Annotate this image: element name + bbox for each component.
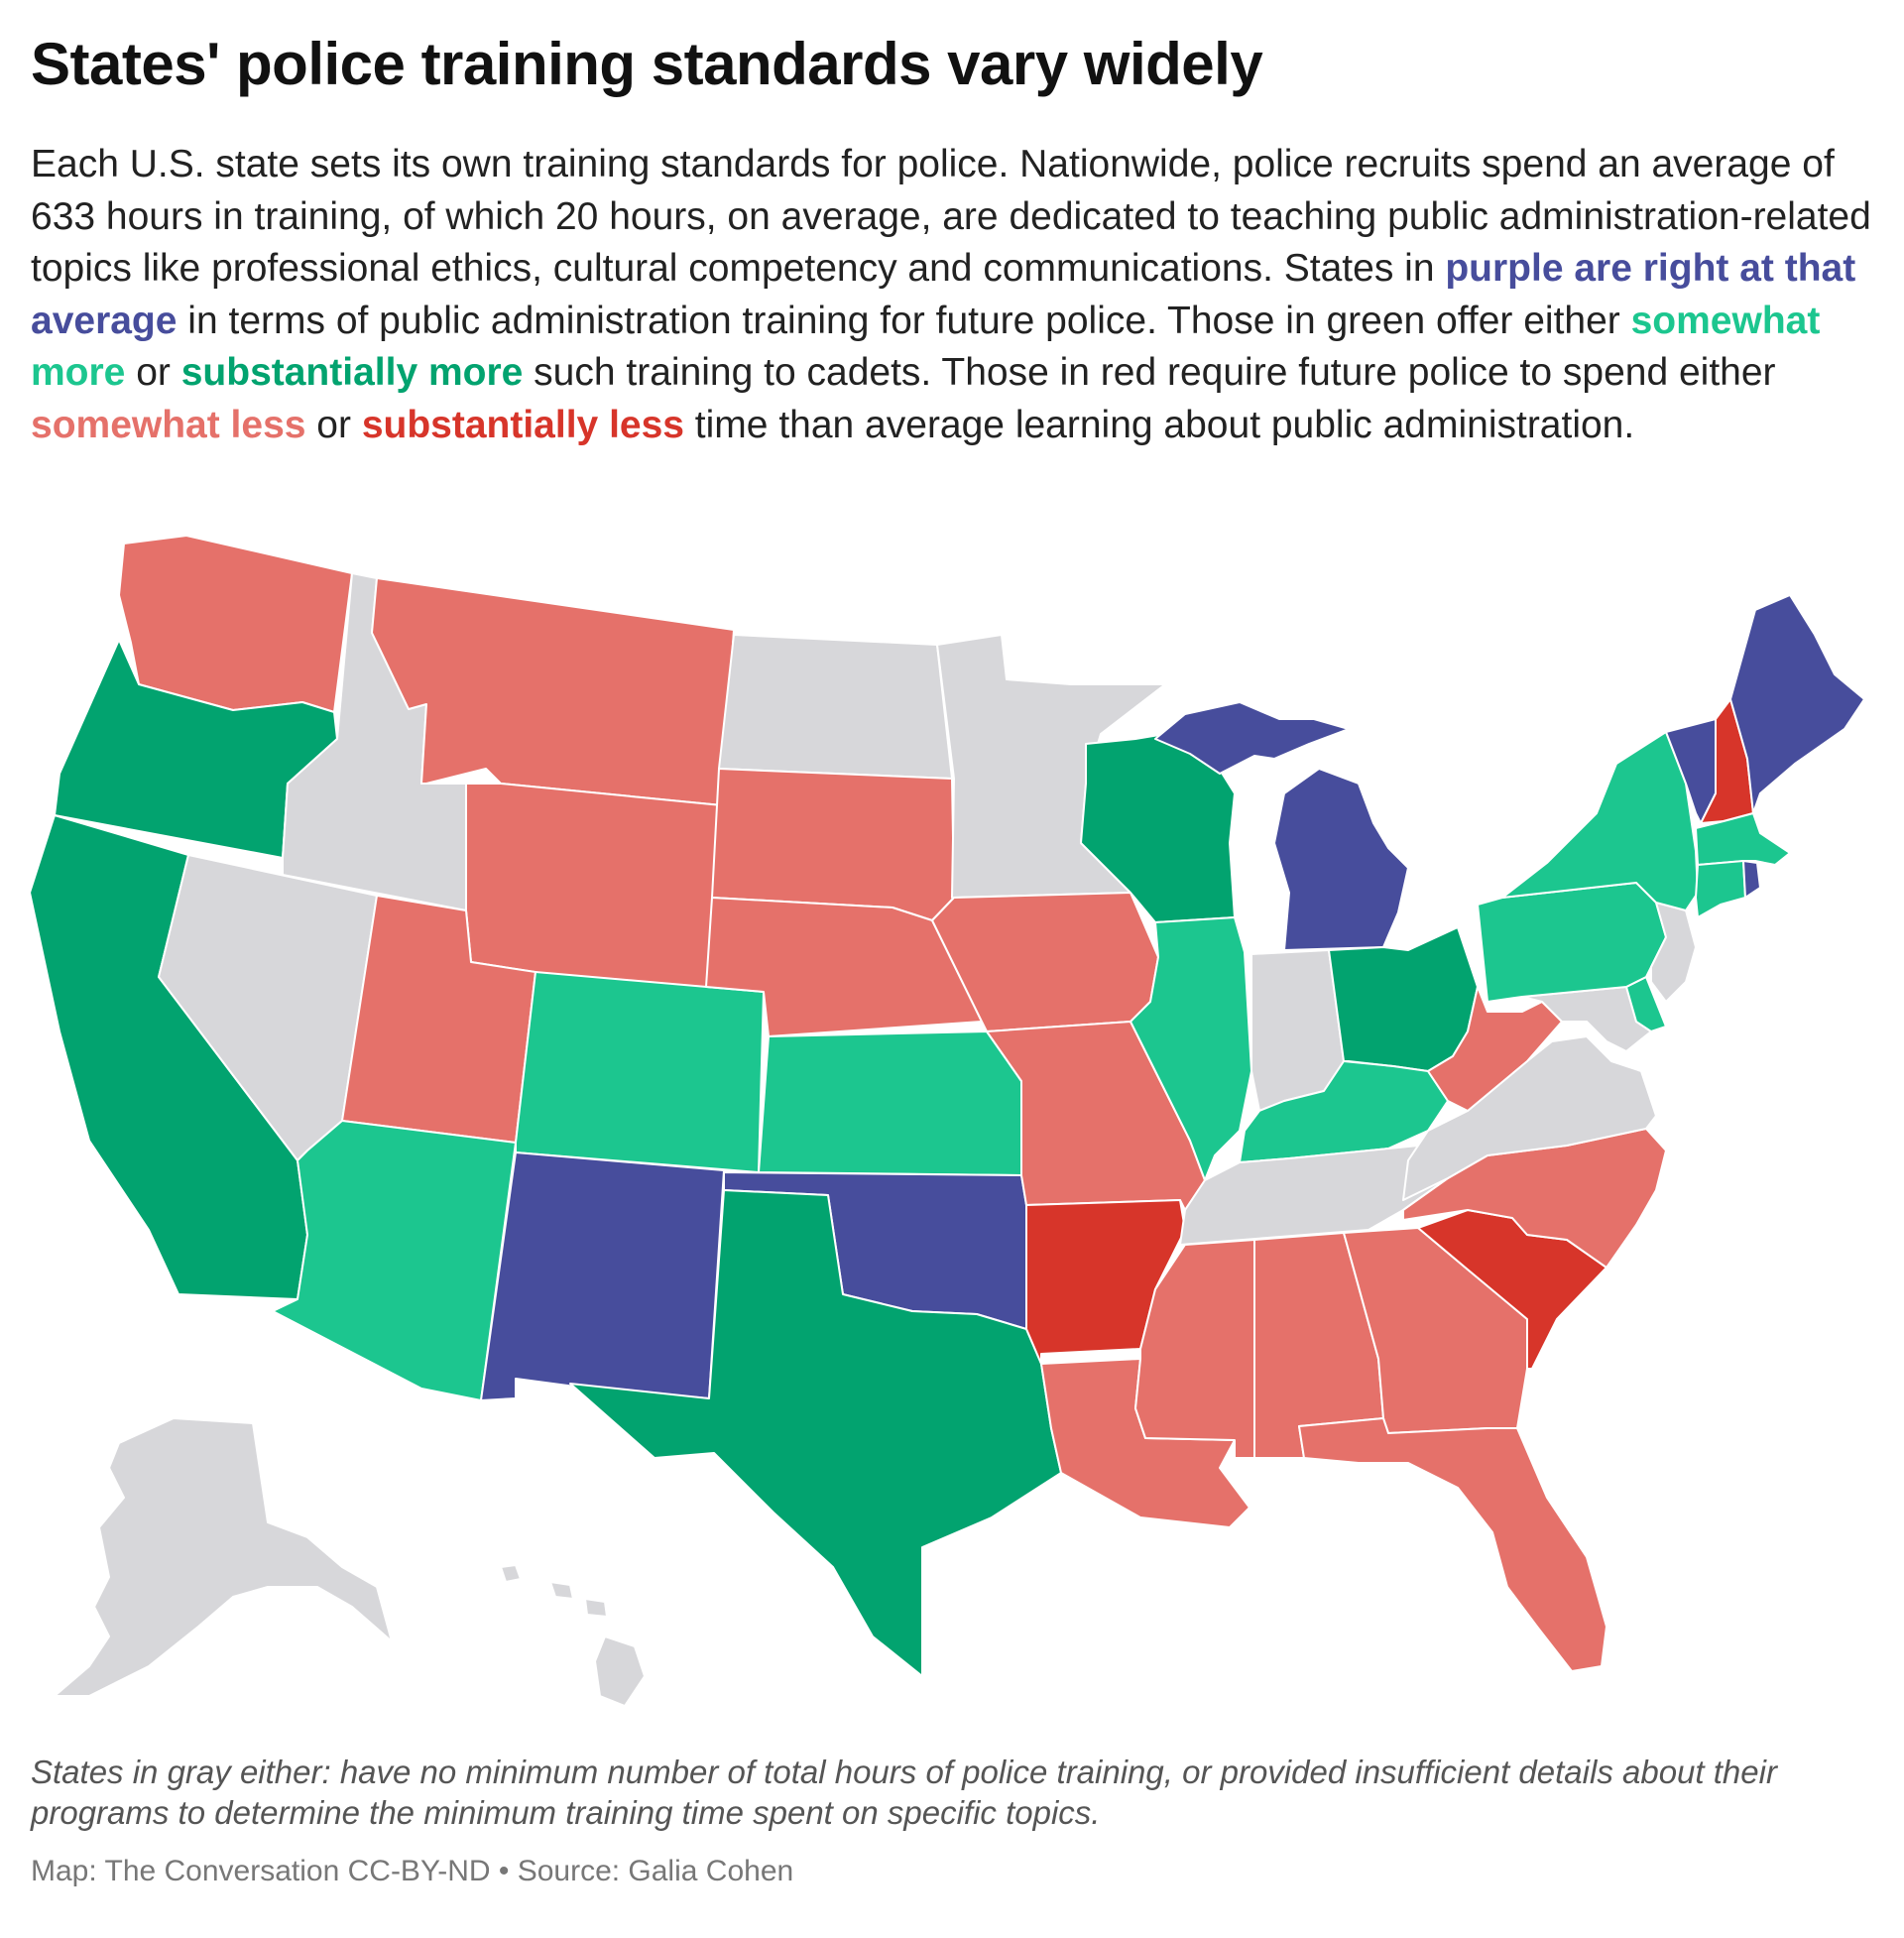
state-florida[interactable] [1298,1417,1607,1672]
map-footnote: States in gray either: have no minimum n… [31,1754,1777,1831]
state-kansas[interactable] [758,1030,1022,1176]
state-alaska[interactable] [54,1417,393,1697]
state-south-dakota[interactable] [711,768,955,921]
state-nebraska[interactable] [705,897,983,1037]
legend-substantially-less-label: substantially less [361,403,684,446]
state-north-dakota[interactable] [718,634,953,780]
legend-purple-label: purple are right at that average [31,247,1856,342]
us-map-svg [29,535,1865,1707]
desc-text-2: in terms of public administration traini… [177,299,1631,342]
us-map [0,516,1904,1716]
source-credit: Map: The Conversation CC-BY-ND • Source:… [31,1855,794,1887]
desc-text-6: time than average learning about public … [683,403,1635,446]
state-washington[interactable] [118,535,353,713]
desc-text-4: such training to cadets. Those in red re… [523,351,1776,394]
desc-text-1: Each U.S. state sets its own training st… [31,143,1871,290]
state-texas[interactable] [569,1189,1062,1677]
state-colorado[interactable] [515,971,765,1173]
legend-somewhat-less-label: somewhat less [31,403,306,446]
state-ohio[interactable] [1328,926,1479,1072]
state-arizona[interactable] [272,1120,517,1401]
state-new-jersey[interactable] [1650,902,1697,1003]
state-michigan[interactable] [1154,701,1409,951]
state-maine[interactable] [1729,594,1865,814]
state-connecticut[interactable] [1695,860,1746,918]
desc-text-5: or [305,403,362,446]
chart-title: States' police training standards vary w… [31,31,1263,97]
state-hawaii[interactable] [500,1564,646,1707]
state-new-mexico[interactable] [480,1151,725,1401]
desc-text-3: or [125,351,181,394]
state-rhode-island[interactable] [1742,860,1761,899]
state-new-york[interactable] [1501,731,1699,911]
legend-somewhat-more-label: somewhat more [31,299,1821,395]
chart-description: Each U.S. state sets its own training st… [31,139,1875,451]
state-montana[interactable] [371,577,735,806]
legend-substantially-more-label: substantially more [180,351,524,394]
